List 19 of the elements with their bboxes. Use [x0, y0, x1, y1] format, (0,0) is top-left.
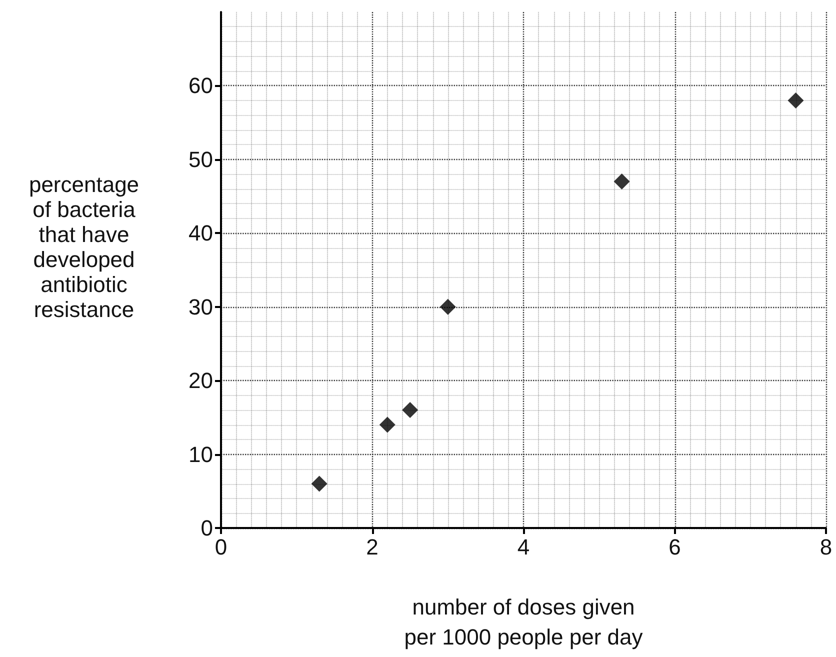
x-tick-label: 6: [668, 534, 681, 560]
x-tick-label: 8: [820, 534, 832, 560]
x-tick-label: 2: [366, 534, 378, 560]
y-axis-title: percentage of bacteria that have developed antibiotic resistance: [28, 172, 140, 322]
point: [379, 416, 396, 433]
y-tick-label: 10: [188, 442, 213, 467]
y-tick-label: 60: [188, 73, 213, 98]
y-tick-label: 40: [188, 220, 213, 246]
y-tick-label: 30: [188, 294, 213, 320]
y-tick-label: 20: [188, 368, 213, 394]
point: [788, 92, 804, 108]
point: [311, 476, 328, 492]
y-tick-label: 50: [188, 146, 213, 172]
x-axis-title: number of doses given per 1000 people per day: [404, 594, 643, 650]
point: [402, 402, 418, 418]
x-tick-label: 4: [517, 534, 530, 560]
point: [614, 174, 630, 190]
point: [440, 298, 456, 315]
y-tick-label: 0: [200, 516, 213, 540]
